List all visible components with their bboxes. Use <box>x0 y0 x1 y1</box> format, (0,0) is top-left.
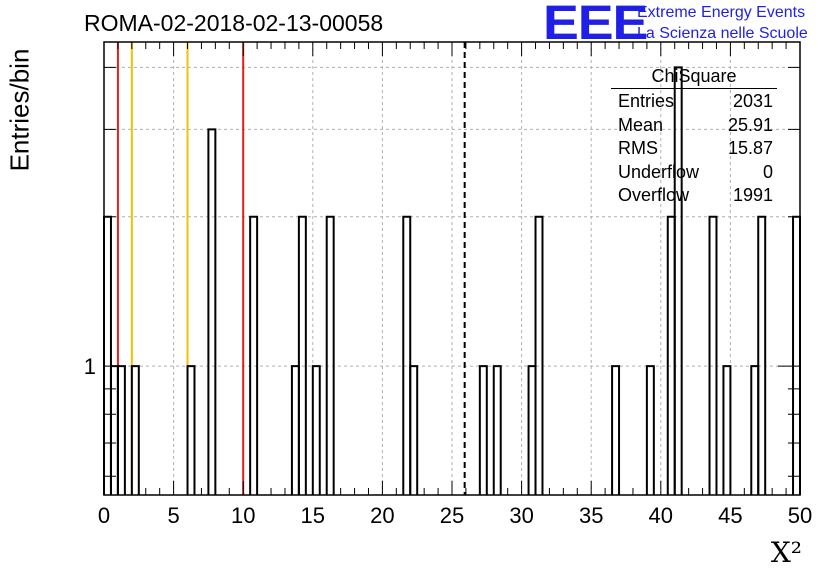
x-tick-label: 45 <box>718 503 742 528</box>
histogram-bin <box>666 215 676 495</box>
stats-label: Mean <box>618 114 664 135</box>
x-tick-label: 25 <box>440 503 464 528</box>
axis-ticks <box>103 42 801 495</box>
histogram-bin <box>297 215 307 495</box>
histogram-bin <box>130 365 140 495</box>
histogram-bin <box>611 365 621 495</box>
stats-value: 25.91 <box>727 114 773 135</box>
stats-value: 1991 <box>732 185 773 205</box>
histogram-bin <box>645 365 655 495</box>
histogram-bin <box>750 365 760 495</box>
stats-value: 15.87 <box>727 138 773 158</box>
histogram-bin <box>409 365 419 495</box>
histogram-bin <box>290 365 300 495</box>
stats-value: 2031 <box>732 91 773 111</box>
stats-row-underflow: Underflow 0 <box>611 162 777 186</box>
x-tick-label: 10 <box>231 503 255 528</box>
x-tick-label: 0 <box>98 503 110 528</box>
x-tick-label: 15 <box>301 503 325 528</box>
project-subtitle: La Scienza nelle Scuole <box>637 25 808 42</box>
histogram-bin <box>527 365 537 495</box>
stats-value: 0 <box>762 161 773 182</box>
histogram-bin <box>478 365 488 495</box>
histogram-bin <box>757 215 767 495</box>
stats-row-mean: Mean 25.91 <box>611 115 777 139</box>
stats-box: ChiSquare Entries 2031 Mean 25.91 RMS 15… <box>611 66 777 209</box>
histogram-bin <box>722 365 732 495</box>
histogram-bin <box>534 215 544 495</box>
histogram-bars <box>103 66 801 495</box>
histogram-bin <box>207 128 217 495</box>
stats-label: Entries <box>618 91 675 111</box>
x-tick-label: 50 <box>788 503 812 528</box>
histogram-bin <box>186 365 196 495</box>
stats-label: RMS <box>618 138 658 158</box>
histogram-bin <box>673 66 683 495</box>
histogram-bin <box>492 365 502 495</box>
stats-row-entries: Entries 2031 <box>611 91 777 115</box>
histogram-bin <box>708 215 718 495</box>
stats-label: Overflow <box>618 185 690 205</box>
histogram-bin <box>109 365 119 495</box>
x-tick-label: 30 <box>509 503 533 528</box>
histogram-bin <box>249 215 259 495</box>
histogram-bin <box>325 215 335 495</box>
stats-title: ChiSquare <box>611 66 777 89</box>
tick-labels: 0 5 10 15 20 25 30 35 40 45 50 1 <box>84 354 812 528</box>
histogram-bin <box>103 215 112 495</box>
histogram-bin <box>792 215 801 495</box>
y-tick-label: 1 <box>84 354 96 379</box>
eee-logo: EEE <box>543 0 648 50</box>
x-axis-label: X² <box>770 536 802 569</box>
histogram-bin <box>402 215 412 495</box>
stats-label: Underflow <box>618 161 700 182</box>
x-tick-label: 35 <box>579 503 603 528</box>
stats-row-rms: RMS 15.87 <box>611 138 777 162</box>
histogram-bin <box>311 365 321 495</box>
run-title: ROMA-02-2018-02-13-00058 <box>84 10 384 36</box>
histogram-bin <box>116 365 126 495</box>
stats-row-overflow: Overflow 1991 <box>611 185 777 209</box>
y-axis-label: Entries/bin <box>4 48 35 172</box>
x-tick-label: 20 <box>370 503 394 528</box>
x-tick-label: 5 <box>167 503 179 528</box>
project-name: Extreme Energy Events <box>637 4 806 21</box>
grid-lines <box>104 42 800 495</box>
x-tick-label: 40 <box>649 503 673 528</box>
